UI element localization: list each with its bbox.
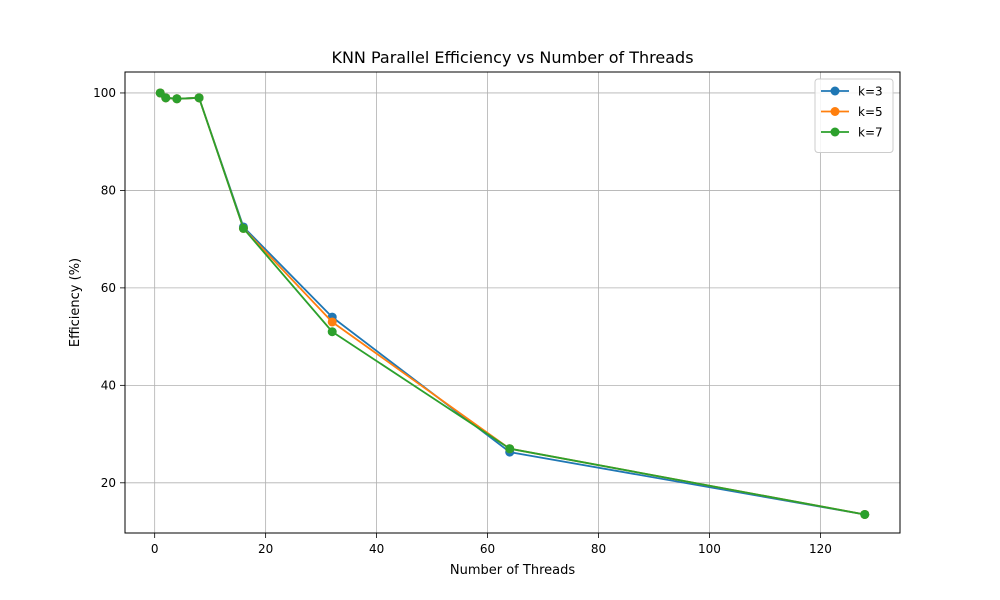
axes: 0 20 40 60 80 100 120 20 40 60 80 100 xyxy=(93,86,832,556)
plot-frame xyxy=(124,71,901,534)
y-tick-label: 20 xyxy=(101,476,116,490)
data-point-k-7 xyxy=(327,327,337,337)
series-k-7 xyxy=(155,88,870,519)
x-tick-label: 20 xyxy=(258,542,273,556)
x-tick-label: 80 xyxy=(591,542,606,556)
x-tick-label: 60 xyxy=(480,542,495,556)
chart-title: KNN Parallel Efficiency vs Number of Thr… xyxy=(331,48,693,67)
series-layer xyxy=(155,88,870,519)
data-point-k-7 xyxy=(860,509,870,519)
y-tick-label: 60 xyxy=(101,281,116,295)
legend-label: k=7 xyxy=(858,126,883,140)
data-point-k-7 xyxy=(194,93,204,103)
data-point-k-7 xyxy=(505,444,515,454)
legend-swatch-marker xyxy=(830,127,840,137)
legend-item-k-3: k=3 xyxy=(821,85,883,99)
legend-label: k=3 xyxy=(858,85,883,99)
x-tick-label: 40 xyxy=(369,542,384,556)
legend-item-k-7: k=7 xyxy=(821,126,883,140)
legend-item-k-5: k=5 xyxy=(821,105,883,119)
data-point-k-7 xyxy=(238,223,248,233)
y-tick-label: 40 xyxy=(101,378,116,392)
legend: k=3 k=5 k=7 xyxy=(814,78,894,153)
x-tick-label: 0 xyxy=(151,542,159,556)
x-axis-label: Number of Threads xyxy=(450,563,575,578)
y-axis-label: Efficiency (%) xyxy=(68,258,83,347)
y-tick-label: 80 xyxy=(101,183,116,197)
legend-label: k=5 xyxy=(858,105,883,119)
y-tick-label: 100 xyxy=(93,86,116,100)
data-point-k-7 xyxy=(172,94,182,104)
x-tick-label: 100 xyxy=(698,542,721,556)
legend-swatch-marker xyxy=(830,86,840,96)
legend-swatch-marker xyxy=(830,107,840,116)
grid xyxy=(125,72,900,533)
x-tick-label: 120 xyxy=(809,542,832,556)
data-point-k-7 xyxy=(161,93,171,103)
data-point-k-5 xyxy=(327,317,337,327)
